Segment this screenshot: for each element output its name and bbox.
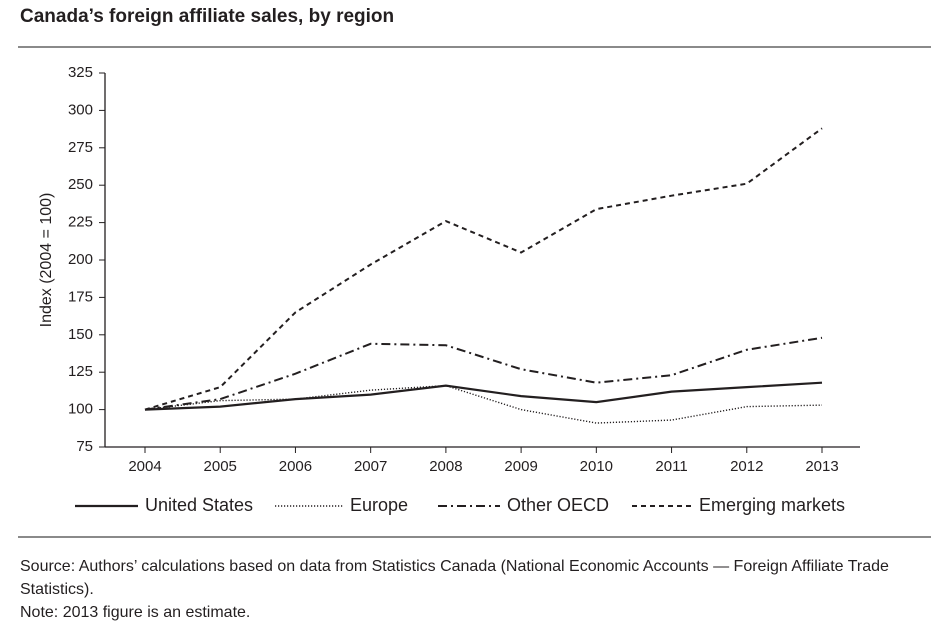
series-line [144,381,823,411]
source-note: Source: Authors’ calculations based on d… [20,558,889,598]
x-tick-label: 2008 [429,458,462,475]
x-tick-label: 2013 [805,458,838,475]
x-tick-label: 2011 [655,458,687,475]
y-tick-label: 300 [68,101,93,118]
x-tick-label: 2006 [279,458,312,475]
x-tick-label: 2007 [354,458,387,475]
legend-label: Europe [350,495,408,515]
y-tick-label: 100 [68,401,93,418]
x-tick-label: 2005 [204,458,237,475]
y-tick-label: 150 [68,326,93,343]
x-tick-label: 2010 [580,458,613,475]
chart-title: Canada’s foreign affiliate sales, by reg… [20,6,394,27]
y-tick-label: 75 [76,438,93,455]
y-tick-label: 325 [68,64,93,81]
x-tick-label: 2004 [128,458,161,475]
y-tick-label: 200 [68,251,93,268]
footnote: Note: 2013 figure is an estimate. [20,604,251,621]
y-tick-label: 250 [68,176,93,193]
y-axis-title: Index (2004 = 100) [38,193,55,328]
y-tick-label: 125 [68,363,93,380]
x-tick-label: 2009 [504,458,537,475]
series-line [144,127,823,411]
y-tick-label: 175 [68,288,93,305]
legend-label: United States [145,495,253,515]
x-tick-label: 2012 [730,458,763,475]
series-line [144,384,823,424]
series-line [144,336,823,411]
y-tick-label: 225 [68,214,93,231]
y-tick-label: 275 [68,139,93,156]
legend-label: Other OECD [507,495,609,515]
chart: Canada’s foreign affiliate sales, by reg… [18,6,931,538]
legend-label: Emerging markets [699,495,845,515]
